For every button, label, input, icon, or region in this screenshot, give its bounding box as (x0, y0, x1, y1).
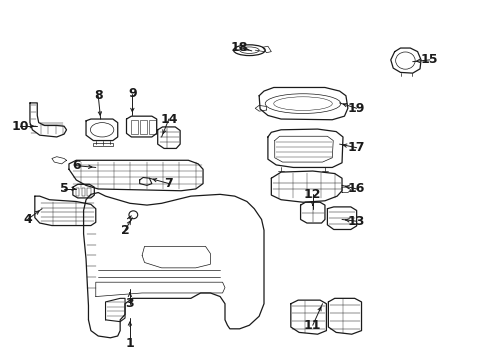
Text: 12: 12 (304, 188, 321, 201)
Bar (76, 188, 79, 196)
Text: 2: 2 (121, 224, 129, 237)
Text: 15: 15 (420, 53, 438, 66)
Text: 13: 13 (347, 215, 365, 228)
Text: 17: 17 (347, 141, 365, 154)
Text: 4: 4 (23, 213, 32, 226)
Text: 5: 5 (60, 183, 68, 195)
Text: 11: 11 (304, 319, 321, 332)
Text: 3: 3 (125, 297, 134, 310)
Text: 14: 14 (160, 113, 177, 126)
Text: 19: 19 (347, 102, 365, 115)
Bar (81, 188, 85, 196)
Text: 9: 9 (128, 87, 136, 100)
Text: 18: 18 (230, 41, 248, 54)
Bar (149, 120, 156, 134)
Text: 7: 7 (164, 177, 173, 190)
Text: 1: 1 (125, 337, 134, 350)
Bar (131, 120, 138, 134)
Bar (93, 143, 113, 146)
Text: 16: 16 (347, 183, 365, 195)
Text: 10: 10 (11, 120, 29, 133)
Text: 6: 6 (72, 159, 81, 172)
Bar (140, 120, 147, 134)
Text: 8: 8 (94, 89, 102, 102)
Bar (87, 188, 91, 196)
